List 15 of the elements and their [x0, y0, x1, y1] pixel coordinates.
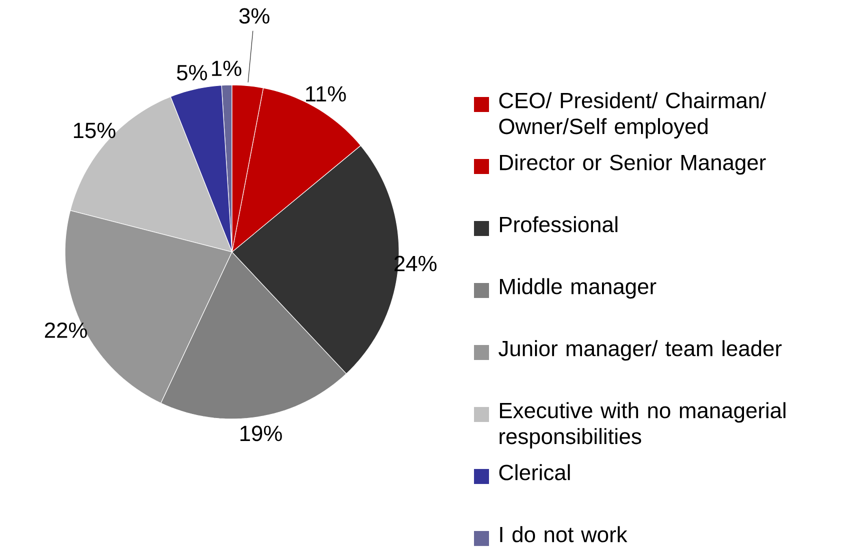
data-label: 1%: [212, 60, 242, 76]
legend-label: Junior manager/ team leader: [498, 340, 782, 361]
legend-label: Clerical: [499, 464, 570, 480]
legend-label: I do not work: [500, 526, 628, 542]
legend-label: Middle manager: [500, 278, 656, 299]
data-label: 11%: [306, 86, 346, 102]
legend-label: Director or Senior Manager: [500, 154, 766, 175]
legend-label: Executive with no managerial responsibilities: [500, 402, 786, 449]
data-label: 15%: [74, 122, 116, 138]
legend-label: Professional: [500, 216, 618, 232]
data-label: 19%: [240, 426, 282, 442]
data-label: 5%: [176, 65, 207, 80]
data-label: 22%: [44, 322, 87, 338]
legend-label: CEO/ President/ Chairman/ Owner/Self employed: [499, 92, 766, 139]
data-label: 3%: [239, 8, 270, 24]
